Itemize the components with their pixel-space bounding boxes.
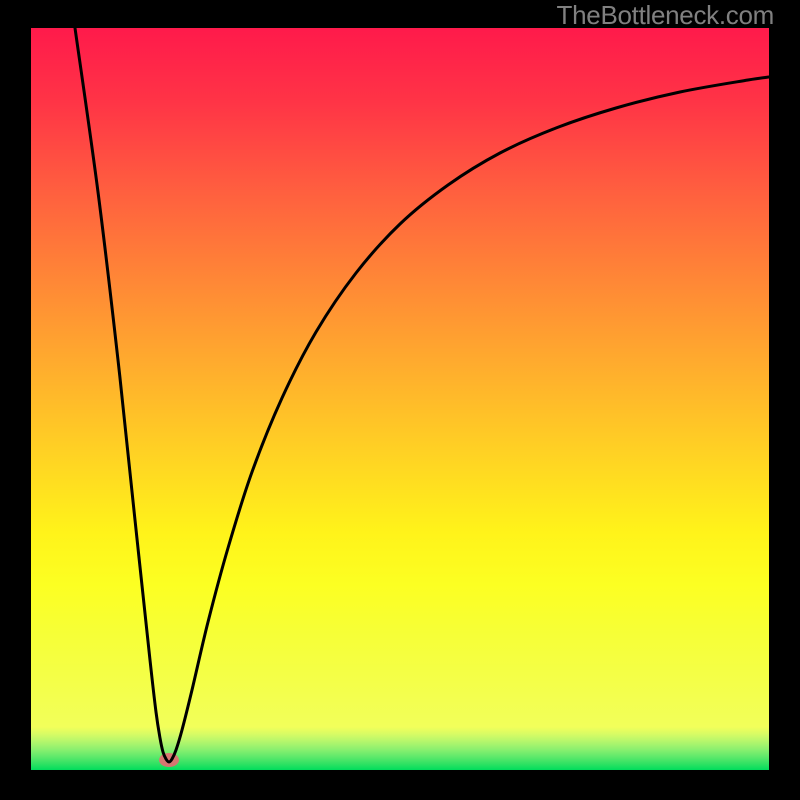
chart-plot-area [31, 28, 769, 770]
watermark-text: TheBottleneck.com [557, 0, 774, 31]
